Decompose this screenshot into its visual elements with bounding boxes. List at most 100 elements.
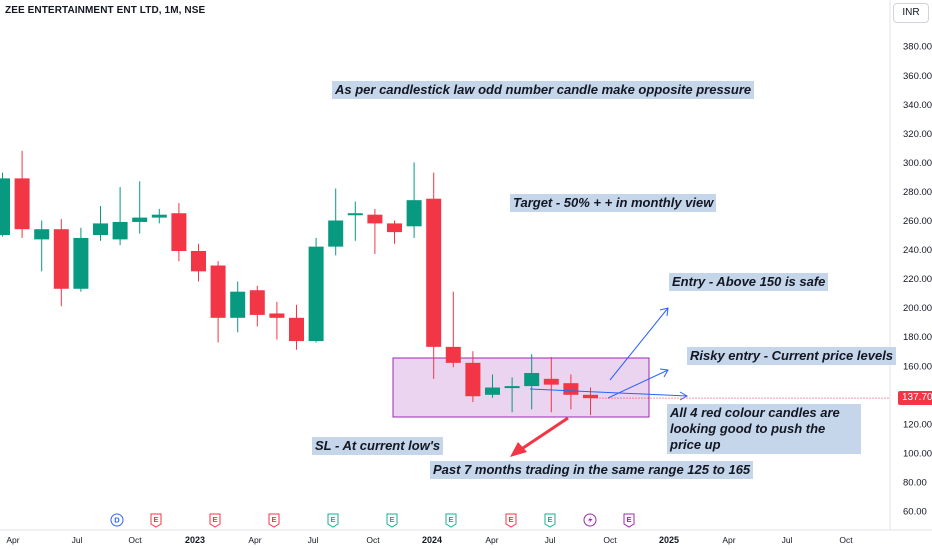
earnings-event-icon[interactable]: E (505, 513, 517, 528)
y-tick-label: 180.00 (903, 332, 932, 343)
candle[interactable] (151, 208, 167, 224)
candle-body (308, 246, 324, 342)
annotation-arrows[interactable] (510, 307, 689, 457)
earnings-event-icon[interactable]: E (623, 513, 635, 528)
candle[interactable] (112, 187, 128, 246)
candle-body (73, 237, 89, 289)
earnings-event-icon[interactable]: E (445, 513, 457, 528)
split-event-icon[interactable] (583, 513, 597, 527)
time-axis[interactable]: Apr Jul Oct 2023 Apr Jul Oct 2024 Apr Jul Oct 2025 A… (6, 535, 853, 545)
candle[interactable] (171, 203, 187, 262)
svg-text:E: E (389, 515, 394, 524)
y-tick-label: 200.00 (903, 303, 932, 314)
candle-body (387, 223, 402, 233)
candle[interactable] (93, 205, 108, 241)
candle[interactable] (132, 181, 148, 234)
x-tick-label: Apr (6, 535, 19, 545)
candle[interactable] (347, 201, 363, 241)
candle[interactable] (543, 357, 559, 413)
candle-body (34, 229, 50, 240)
candle[interactable] (563, 374, 579, 410)
price-axis[interactable]: 380.00 360.00 340.00 320.00 300.00 280.00 260.… (903, 42, 932, 518)
candle[interactable] (485, 374, 500, 398)
earnings-event-icon[interactable]: E (150, 513, 162, 528)
candle[interactable] (191, 243, 206, 282)
y-tick-label: 260.00 (903, 216, 932, 227)
candle-body (504, 386, 520, 389)
note-red-candles-line1: All 4 red colour candles are (670, 405, 840, 420)
x-tick-label: Oct (128, 535, 142, 545)
y-tick-label: 240.00 (903, 245, 932, 256)
candle[interactable] (426, 172, 442, 379)
y-tick-label: 120.00 (903, 419, 932, 430)
y-tick-label: 220.00 (903, 274, 932, 285)
candle[interactable] (289, 304, 304, 350)
range-box[interactable] (392, 357, 650, 418)
earnings-event-icon[interactable]: E (544, 513, 556, 528)
dividend-event-icon[interactable]: D (110, 513, 124, 527)
note-target[interactable]: Target - 50% + + in monthly view (510, 194, 717, 212)
candle[interactable] (367, 208, 383, 254)
candle[interactable] (328, 188, 344, 256)
note-risky-entry[interactable]: Risky entry - Current price levels (687, 347, 897, 365)
svg-text:E: E (212, 515, 217, 524)
earnings-event-icon[interactable]: E (386, 513, 398, 528)
candle-body (583, 394, 598, 399)
svg-text:E: E (626, 515, 631, 524)
candles[interactable] (0, 150, 598, 416)
candle-body (93, 223, 108, 236)
note-entry[interactable]: Entry - Above 150 is safe (669, 273, 829, 291)
candle[interactable] (0, 172, 10, 237)
candle[interactable] (210, 261, 226, 343)
candle-body (112, 221, 128, 240)
chart-title: ZEE ENTERTAINMENT ENT LTD, 1M, NSE (5, 5, 206, 16)
candle-body (210, 265, 226, 318)
y-tick-label: 100.00 (903, 448, 932, 459)
svg-text:E: E (448, 515, 453, 524)
candle[interactable] (14, 150, 30, 238)
candle[interactable] (445, 291, 461, 368)
candle-body (132, 217, 148, 222)
y-tick-label: 380.00 (903, 42, 932, 53)
candle[interactable] (406, 162, 422, 238)
candle[interactable] (73, 227, 89, 292)
candle[interactable] (269, 301, 285, 340)
currency-button[interactable]: INR (893, 3, 929, 23)
candle[interactable] (308, 237, 324, 343)
svg-text:E: E (153, 515, 158, 524)
earnings-event-icon[interactable]: E (209, 513, 221, 528)
x-tick-label: Oct (603, 535, 617, 545)
candle-body (347, 213, 363, 216)
y-tick-label: 320.00 (903, 129, 932, 140)
candle[interactable] (504, 377, 520, 413)
y-tick-label: 60.00 (903, 507, 927, 518)
candle[interactable] (387, 220, 402, 244)
svg-text:D: D (114, 516, 120, 525)
candle[interactable] (249, 285, 265, 327)
arrow-entry-line (609, 307, 669, 381)
candle[interactable] (53, 219, 69, 307)
candle-body (328, 220, 344, 247)
last-price-label: 137.70 (898, 391, 932, 405)
candle-body (543, 378, 559, 385)
candle-body (171, 213, 187, 252)
note-candlestick-law[interactable]: As per candlestick law odd number candle… (332, 81, 755, 99)
x-tick-label: Jul (308, 535, 319, 545)
arrow-red-line (529, 388, 688, 397)
candle[interactable] (230, 281, 246, 333)
candle[interactable] (524, 354, 540, 410)
candle-body (53, 229, 69, 289)
x-tick-label: 2025 (659, 535, 679, 545)
candle[interactable] (465, 351, 481, 403)
earnings-event-icon[interactable]: E (268, 513, 280, 528)
candle[interactable] (34, 220, 50, 272)
note-past-range[interactable]: Past 7 months trading in the same range … (430, 461, 754, 479)
x-tick-label: Jul (545, 535, 556, 545)
note-red-candles[interactable]: All 4 red colour candles are looking goo… (667, 404, 861, 454)
y-tick-label: 360.00 (903, 71, 932, 82)
note-stop-loss[interactable]: SL - At current low's (312, 437, 444, 455)
earnings-event-icon[interactable]: E (327, 513, 339, 528)
candle-body (151, 214, 167, 218)
